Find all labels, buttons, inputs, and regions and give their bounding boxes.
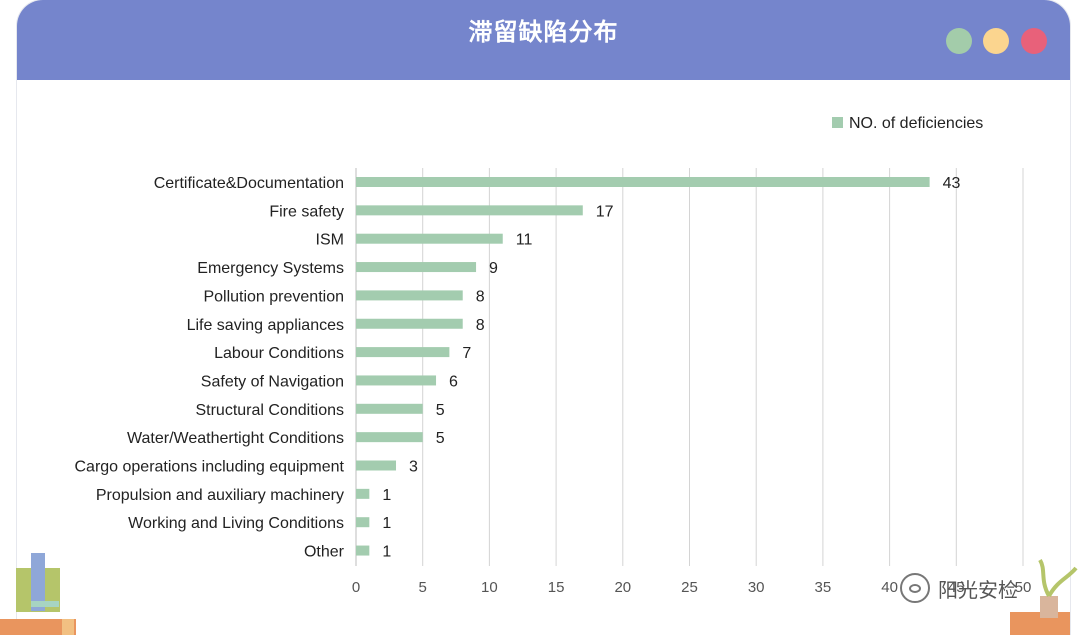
value-label: 17 [596,203,614,220]
category-label: Other [304,544,345,561]
category-label: Structural Conditions [195,402,344,419]
value-label: 3 [409,459,418,476]
x-tick-label: 10 [481,579,498,596]
category-label: Life saving appliances [187,317,344,334]
bar [356,233,503,244]
legend-label: NO. of deficiencies [849,115,983,132]
x-tick-label: 20 [614,579,631,596]
category-labels: Certificate&Documentation Fire safety ISM E… [74,175,344,561]
watermark: 阳光安检 [900,572,1018,604]
x-tick-label: 45 [948,579,965,596]
green-dot-icon [946,28,972,54]
bar [356,262,477,273]
wechat-icon [900,573,930,603]
value-label: 6 [449,373,458,390]
category-label: Emergency Systems [197,260,344,277]
bar [356,375,437,386]
bars [356,177,930,556]
plant-illustration-icon [1010,558,1078,635]
bar [356,488,370,499]
grid-lines [355,168,1024,566]
category-label: Certificate&Documentation [154,175,344,192]
bar [356,460,397,471]
x-tick-label: 15 [548,579,565,596]
category-label: ISM [316,232,344,249]
bar [356,347,450,358]
x-tick-label: 35 [815,579,832,596]
chart-card: 滞留缺陷分布 [17,0,1070,635]
red-dot-icon [1021,28,1047,54]
legend-swatch [832,117,843,128]
value-label: 1 [382,487,391,504]
value-label: 9 [489,260,498,277]
bar [356,545,370,556]
x-tick-label: 40 [881,579,898,596]
value-label: 11 [516,232,533,249]
category-label: Propulsion and auxiliary machinery [96,487,344,504]
category-label: Working and Living Conditions [128,515,344,532]
category-label: Water/Weathertight Conditions [127,430,344,447]
x-tick-label: 5 [419,579,427,596]
bar [356,318,463,329]
category-label: Safety of Navigation [201,373,344,390]
x-tick-label: 30 [748,579,765,596]
watermark-text: 阳光安检 [938,577,1018,602]
value-label: 7 [462,345,471,362]
legend: NO. of deficiencies [832,115,983,132]
value-label: 8 [476,288,485,305]
value-label: 1 [382,544,391,561]
x-tick-label: 25 [681,579,698,596]
value-label: 1 [382,515,391,532]
bar [356,403,423,414]
x-axis-ticks: 0 5 10 15 20 25 30 35 40 45 50 [352,579,1032,596]
category-label: Pollution prevention [203,288,344,305]
category-label: Cargo operations including equipment [74,459,344,476]
bar [356,432,423,443]
bar [356,177,930,187]
category-label: Labour Conditions [214,345,344,362]
x-tick-label: 0 [352,579,360,596]
bar [356,517,370,528]
bar [356,205,583,216]
bar [356,290,463,301]
value-label: 8 [476,317,485,334]
value-label: 5 [436,402,445,419]
yellow-dot-icon [983,28,1009,54]
category-label: Fire safety [269,203,344,220]
card-header: 滞留缺陷分布 [17,0,1070,80]
value-label: 5 [436,430,445,447]
chart-title: 滞留缺陷分布 [468,18,619,46]
books-illustration-icon [0,553,76,635]
value-label: 43 [943,175,961,192]
x-tick-label: 50 [1015,579,1032,596]
